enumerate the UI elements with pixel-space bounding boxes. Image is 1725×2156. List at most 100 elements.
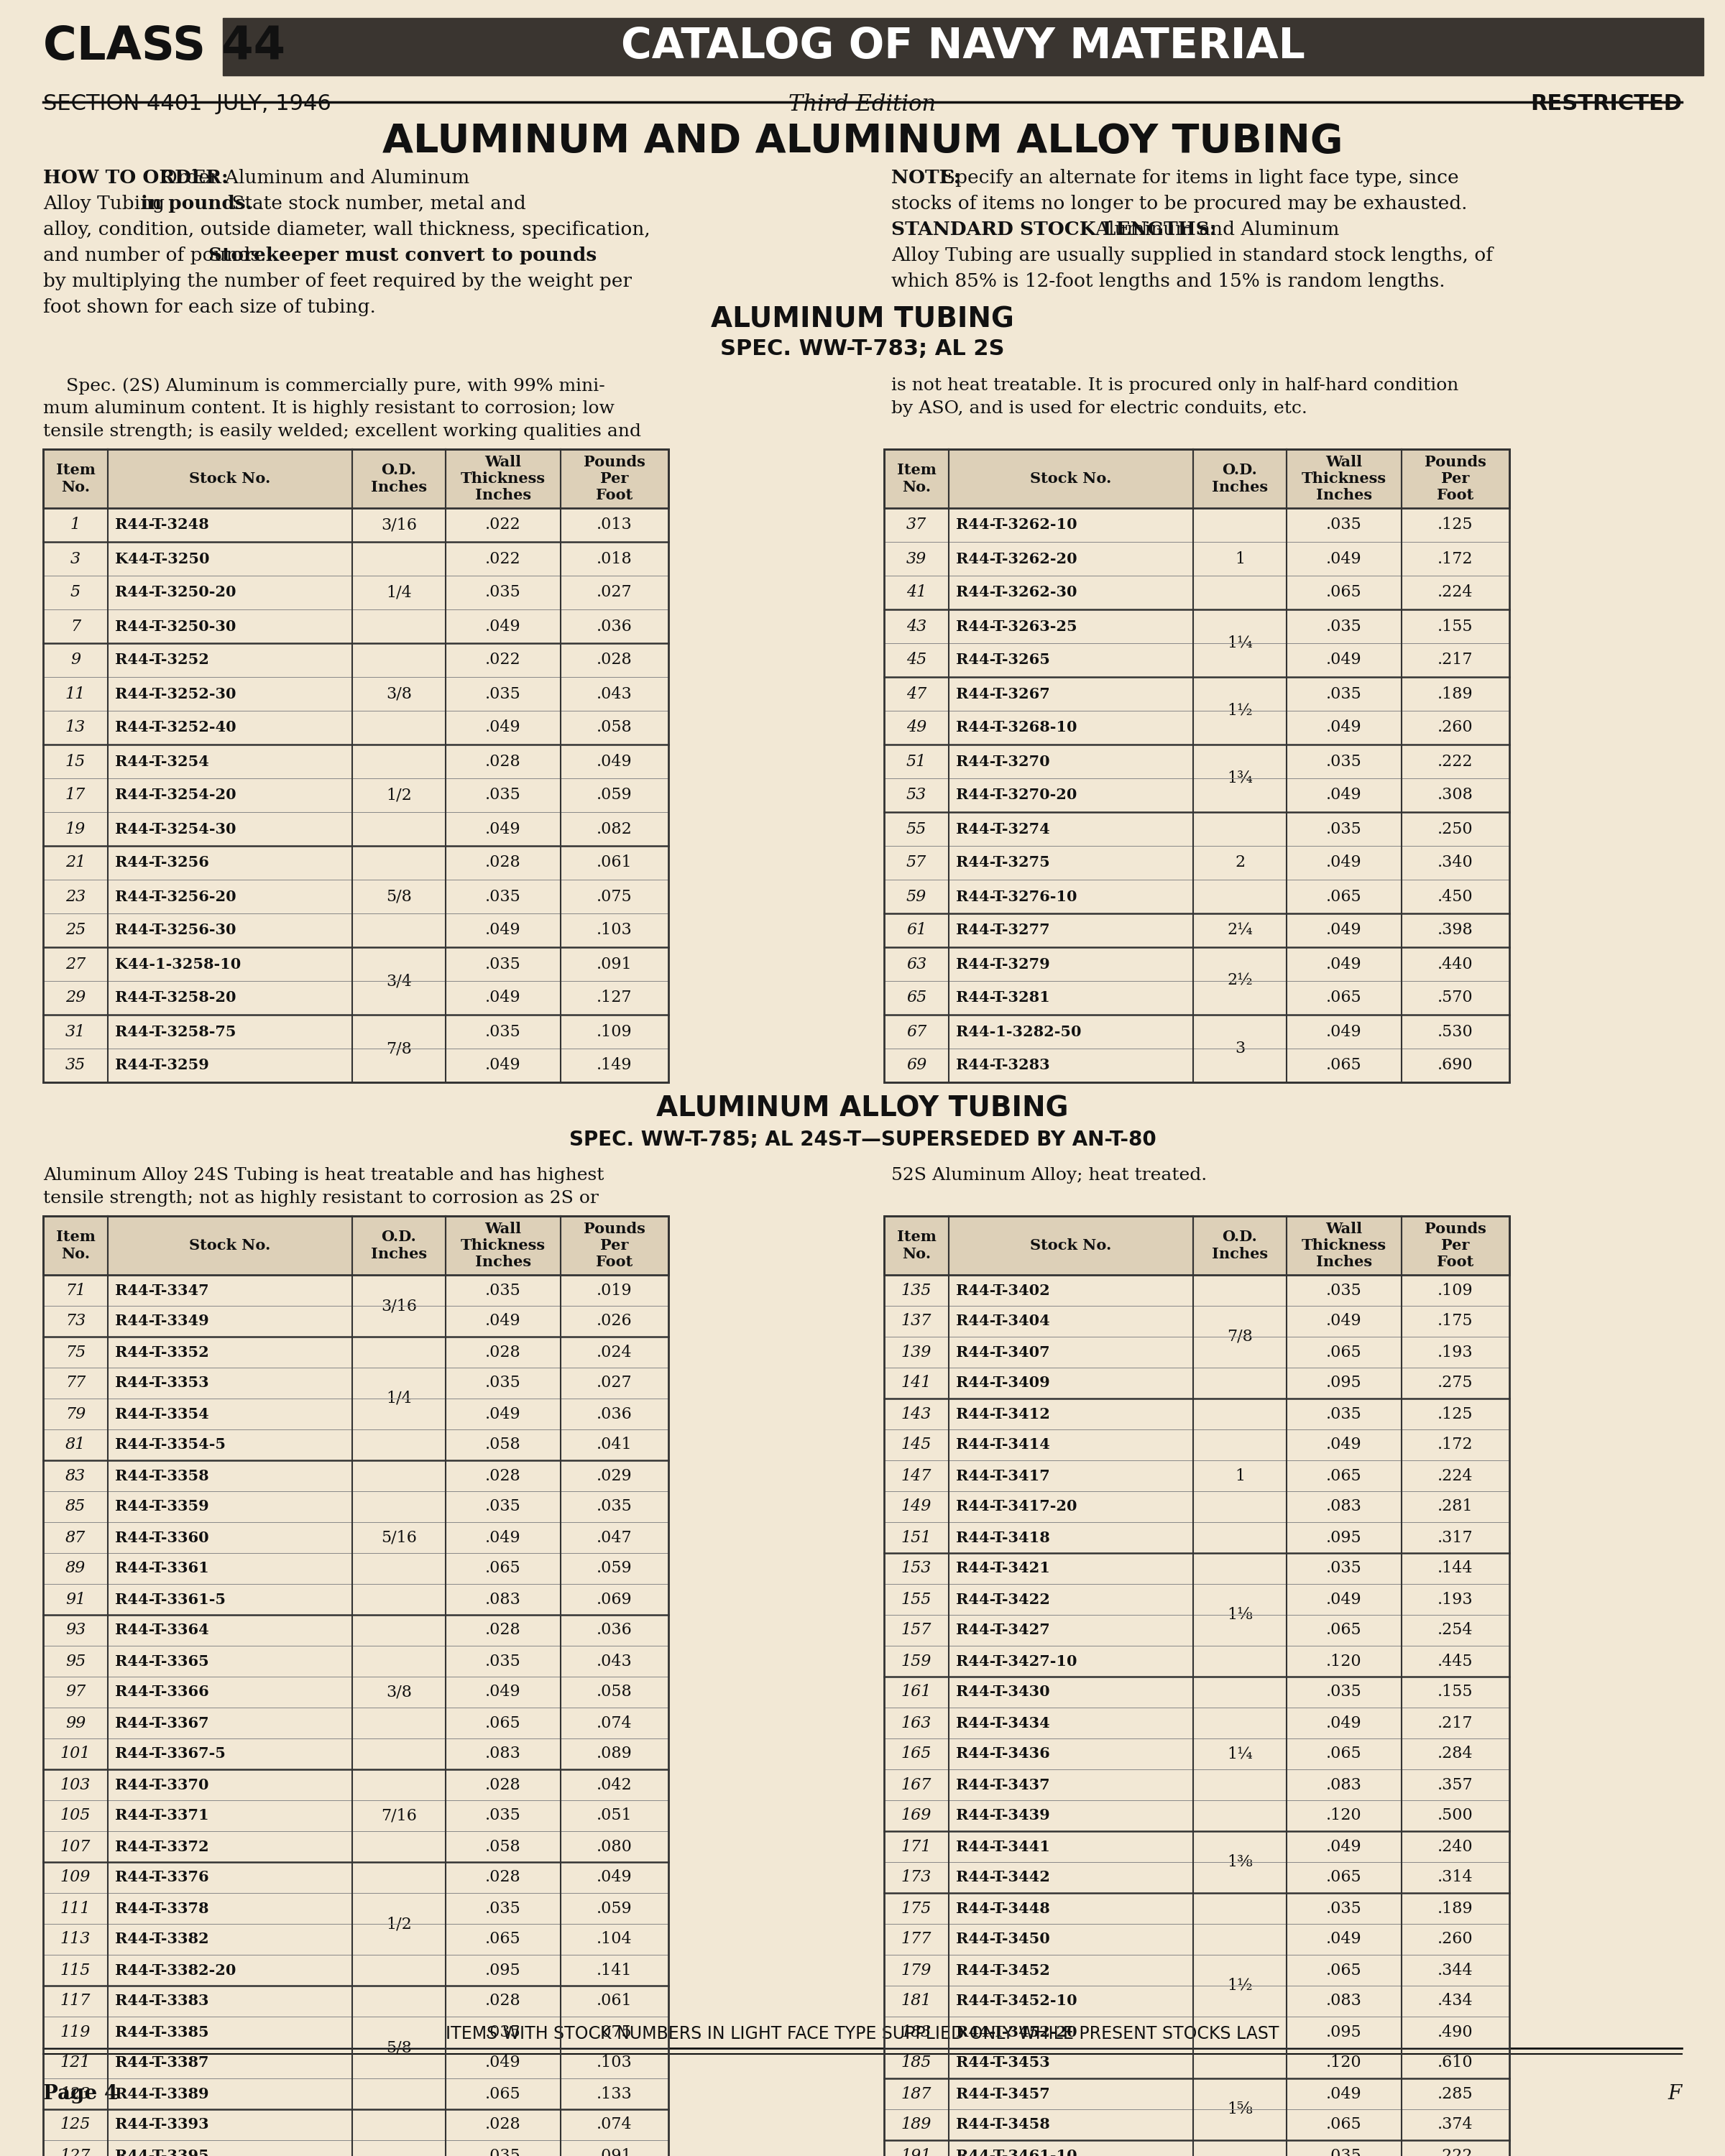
Text: R44-T-3248: R44-T-3248: [116, 517, 209, 533]
Text: 161: 161: [900, 1684, 932, 1699]
Text: .049: .049: [1327, 1591, 1363, 1608]
Text: .217: .217: [1437, 1716, 1473, 1731]
Text: 173: 173: [900, 1869, 932, 1884]
Text: .028: .028: [485, 755, 521, 770]
Text: R44-T-3402: R44-T-3402: [956, 1283, 1051, 1298]
Text: .028: .028: [485, 1468, 521, 1483]
Text: 147: 147: [900, 1468, 932, 1483]
Text: 101: 101: [60, 1746, 91, 1761]
Text: .254: .254: [1437, 1621, 1473, 1639]
Text: .061: .061: [597, 1992, 633, 2009]
Text: 51: 51: [906, 755, 926, 770]
Text: SPEC. WW-T-785; AL 24S-T—SUPERSEDED BY AN-T-80: SPEC. WW-T-785; AL 24S-T—SUPERSEDED BY A…: [569, 1130, 1156, 1149]
Text: .049: .049: [1327, 923, 1363, 938]
Text: .036: .036: [597, 619, 633, 634]
Text: .065: .065: [1327, 1621, 1363, 1639]
Text: .022: .022: [485, 517, 521, 533]
Text: .035: .035: [1327, 1684, 1363, 1699]
Text: .035: .035: [597, 1498, 633, 1514]
Text: SECTION 4401  JULY, 1946: SECTION 4401 JULY, 1946: [43, 93, 331, 114]
Text: .035: .035: [485, 1807, 521, 1824]
Text: 69: 69: [906, 1059, 926, 1074]
Text: 11: 11: [66, 686, 86, 703]
Text: .083: .083: [1327, 1498, 1363, 1514]
Text: Wall
Thickness
Inches: Wall Thickness Inches: [1302, 1222, 1387, 1270]
Text: R44-T-3448: R44-T-3448: [956, 1902, 1051, 1915]
Text: .049: .049: [1327, 651, 1363, 668]
Text: .224: .224: [1437, 584, 1473, 599]
Text: 85: 85: [66, 1498, 86, 1514]
Text: .059: .059: [597, 1902, 633, 1917]
Text: .065: .065: [485, 1716, 521, 1731]
Bar: [885, 448, 1509, 1082]
Text: R44-T-3383: R44-T-3383: [116, 1994, 209, 2009]
Text: .049: .049: [1327, 1932, 1363, 1947]
Bar: [885, 448, 1509, 509]
Text: .041: .041: [597, 1438, 633, 1453]
Text: O.D.
Inches: O.D. Inches: [371, 1229, 428, 1261]
Bar: [885, 744, 1509, 813]
Text: .083: .083: [1327, 1777, 1363, 1794]
Bar: [885, 677, 1509, 744]
Text: 21: 21: [66, 856, 86, 871]
Text: 97: 97: [66, 1684, 86, 1699]
Text: R44-T-3254-20: R44-T-3254-20: [116, 789, 236, 802]
Bar: [885, 1830, 1509, 1893]
Text: 1/2: 1/2: [386, 1917, 412, 1932]
Text: 145: 145: [900, 1438, 932, 1453]
Text: 3: 3: [71, 552, 81, 567]
Bar: [885, 1015, 1509, 1082]
Text: 31: 31: [66, 1024, 86, 1039]
Text: R44-T-3409: R44-T-3409: [956, 1376, 1051, 1391]
Text: .374: .374: [1437, 2117, 1473, 2132]
Text: 65: 65: [906, 990, 926, 1005]
Text: .036: .036: [597, 1406, 633, 1423]
Text: Wall
Thickness
Inches: Wall Thickness Inches: [461, 1222, 545, 1270]
Text: .049: .049: [1327, 787, 1363, 804]
Text: .222: .222: [1437, 2147, 1473, 2156]
Text: .083: .083: [485, 1746, 521, 1761]
Text: STANDARD STOCK LENGTHS:: STANDARD STOCK LENGTHS:: [892, 220, 1223, 239]
Text: .149: .149: [597, 1059, 633, 1074]
Text: 27: 27: [66, 957, 86, 972]
Text: R44-T-3442: R44-T-3442: [956, 1869, 1051, 1884]
Text: 52S Aluminum Alloy; heat treated.: 52S Aluminum Alloy; heat treated.: [892, 1166, 1207, 1184]
Text: .049: .049: [1327, 552, 1363, 567]
Text: Item
No.: Item No.: [897, 464, 937, 494]
Bar: [43, 448, 669, 509]
Text: K44-1-3258-10: K44-1-3258-10: [116, 957, 242, 970]
Text: 5: 5: [71, 584, 81, 599]
Text: R44-T-3404: R44-T-3404: [956, 1313, 1051, 1328]
Text: 139: 139: [900, 1345, 932, 1360]
Text: R44-T-3382: R44-T-3382: [116, 1932, 209, 1947]
Text: R44-T-3370: R44-T-3370: [116, 1777, 209, 1792]
Text: .120: .120: [1327, 1807, 1363, 1824]
Text: .440: .440: [1437, 957, 1473, 972]
Text: .089: .089: [597, 1746, 633, 1761]
Bar: [885, 448, 1509, 509]
Text: R44-T-3256-30: R44-T-3256-30: [116, 923, 236, 938]
Text: foot shown for each size of tubing.: foot shown for each size of tubing.: [43, 298, 376, 317]
Text: R44-T-3283: R44-T-3283: [956, 1059, 1051, 1074]
Text: R44-T-3256: R44-T-3256: [116, 856, 209, 869]
Text: 123: 123: [60, 2087, 91, 2102]
Text: .035: .035: [485, 888, 521, 906]
Text: .095: .095: [1327, 2024, 1363, 2040]
Text: 179: 179: [900, 1962, 932, 1979]
Text: .035: .035: [1327, 1902, 1363, 1917]
Text: .357: .357: [1437, 1777, 1473, 1794]
Text: .193: .193: [1437, 1345, 1473, 1360]
Text: ALUMINUM AND ALUMINUM ALLOY TUBING: ALUMINUM AND ALUMINUM ALLOY TUBING: [383, 123, 1342, 162]
Text: R44-T-3389: R44-T-3389: [116, 2087, 209, 2100]
Text: .082: .082: [597, 821, 633, 837]
Text: .075: .075: [597, 888, 633, 906]
Text: .028: .028: [485, 856, 521, 871]
Text: 121: 121: [60, 2055, 91, 2070]
Text: mum aluminum content. It is highly resistant to corrosion; low: mum aluminum content. It is highly resis…: [43, 401, 614, 416]
Text: .049: .049: [1327, 1024, 1363, 1039]
Text: and number of pounds.: and number of pounds.: [43, 246, 273, 265]
Text: .043: .043: [597, 1654, 633, 1669]
Text: R44-T-3430: R44-T-3430: [956, 1686, 1051, 1699]
Text: .610: .610: [1437, 2055, 1473, 2070]
Text: 191: 191: [900, 2147, 932, 2156]
